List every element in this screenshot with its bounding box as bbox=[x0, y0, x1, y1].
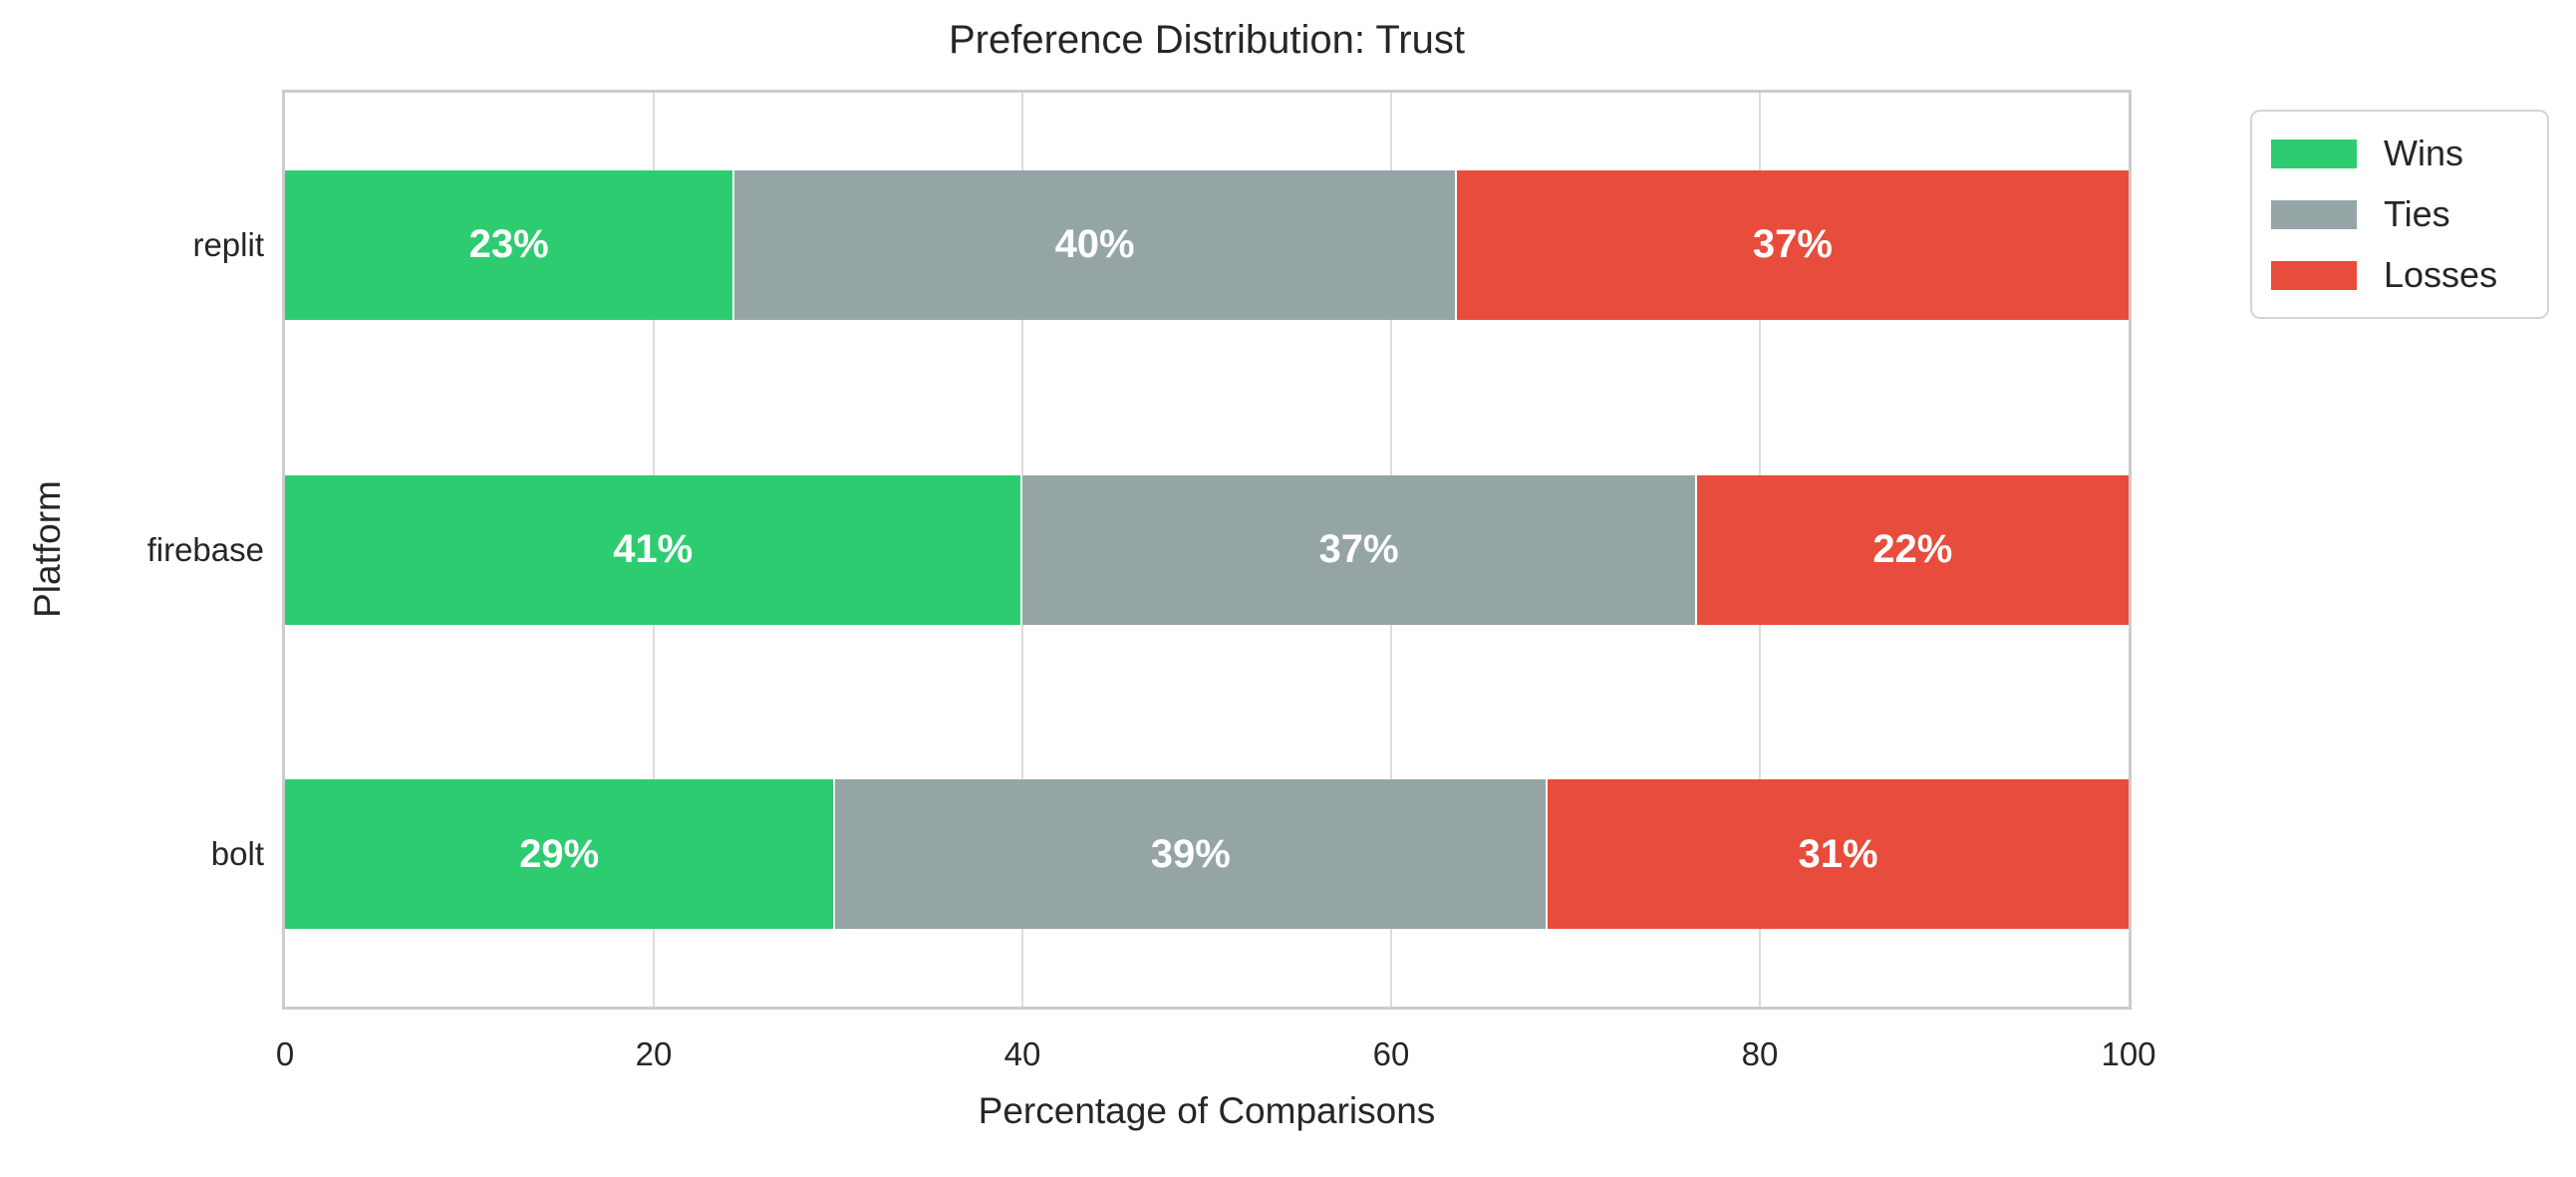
legend-label-wins: Wins bbox=[2384, 133, 2463, 173]
bar-label-bolt-wins: 29% bbox=[519, 831, 600, 876]
legend: Wins Ties Losses bbox=[2250, 110, 2549, 319]
legend-label-ties: Ties bbox=[2384, 193, 2450, 234]
y-axis-title: Platform bbox=[27, 480, 68, 618]
legend-swatch-ties bbox=[2271, 199, 2357, 229]
bar-label-firebase-ties: 37% bbox=[1318, 527, 1399, 571]
x-tick-label-40: 40 bbox=[1003, 1035, 1041, 1072]
x-tick-label-60: 60 bbox=[1372, 1035, 1410, 1072]
legend-item-losses: Losses bbox=[2271, 253, 2523, 297]
legend-item-ties: Ties bbox=[2271, 192, 2523, 236]
bar-segment-firebase-wins: 41% bbox=[285, 474, 1021, 625]
x-tick-label-80: 80 bbox=[1741, 1035, 1779, 1072]
x-axis-title: Percentage of Comparisons bbox=[978, 1090, 1436, 1131]
x-tick-label-20: 20 bbox=[635, 1035, 673, 1072]
plot-area: 23% 40% 37% 41% 37% 22% 29% 39% 31% bbox=[282, 90, 2132, 1010]
bar-segment-bolt-wins: 29% bbox=[285, 779, 834, 930]
bar-row-bolt: 29% 39% 31% bbox=[285, 779, 2129, 930]
bar-segment-replit-ties: 40% bbox=[732, 169, 1455, 320]
bar-segment-replit-wins: 23% bbox=[285, 169, 733, 320]
bar-segment-firebase-ties: 37% bbox=[1020, 474, 1695, 625]
legend-swatch-losses bbox=[2271, 260, 2357, 290]
y-tick-label-firebase: firebase bbox=[146, 530, 264, 568]
bar-label-firebase-losses: 22% bbox=[1872, 527, 1953, 571]
bar-segment-firebase-losses: 22% bbox=[1694, 474, 2130, 625]
bar-label-replit-ties: 40% bbox=[1054, 222, 1135, 267]
bar-label-replit-wins: 23% bbox=[468, 222, 549, 267]
bar-segment-bolt-ties: 39% bbox=[833, 779, 1547, 930]
bar-row-firebase: 41% 37% 22% bbox=[285, 474, 2130, 625]
legend-label-losses: Losses bbox=[2384, 254, 2498, 295]
bar-label-bolt-losses: 31% bbox=[1798, 831, 1878, 876]
x-tick-label-0: 0 bbox=[275, 1035, 295, 1072]
chart-title: Preference Distribution: Trust bbox=[949, 18, 1465, 62]
legend-item-wins: Wins bbox=[2271, 132, 2523, 175]
bar-label-bolt-ties: 39% bbox=[1150, 831, 1231, 876]
legend-swatch-wins bbox=[2271, 139, 2357, 168]
y-tick-label-replit: replit bbox=[192, 225, 264, 263]
bar-segment-bolt-losses: 31% bbox=[1546, 779, 2129, 930]
y-tick-label-bolt: bolt bbox=[210, 835, 264, 873]
bar-row-replit: 23% 40% 37% bbox=[285, 169, 2130, 320]
x-tick-label-100: 100 bbox=[2101, 1035, 2156, 1072]
bar-label-replit-losses: 37% bbox=[1752, 222, 1833, 267]
bar-label-firebase-wins: 41% bbox=[613, 527, 694, 571]
bar-segment-replit-losses: 37% bbox=[1454, 169, 2130, 320]
